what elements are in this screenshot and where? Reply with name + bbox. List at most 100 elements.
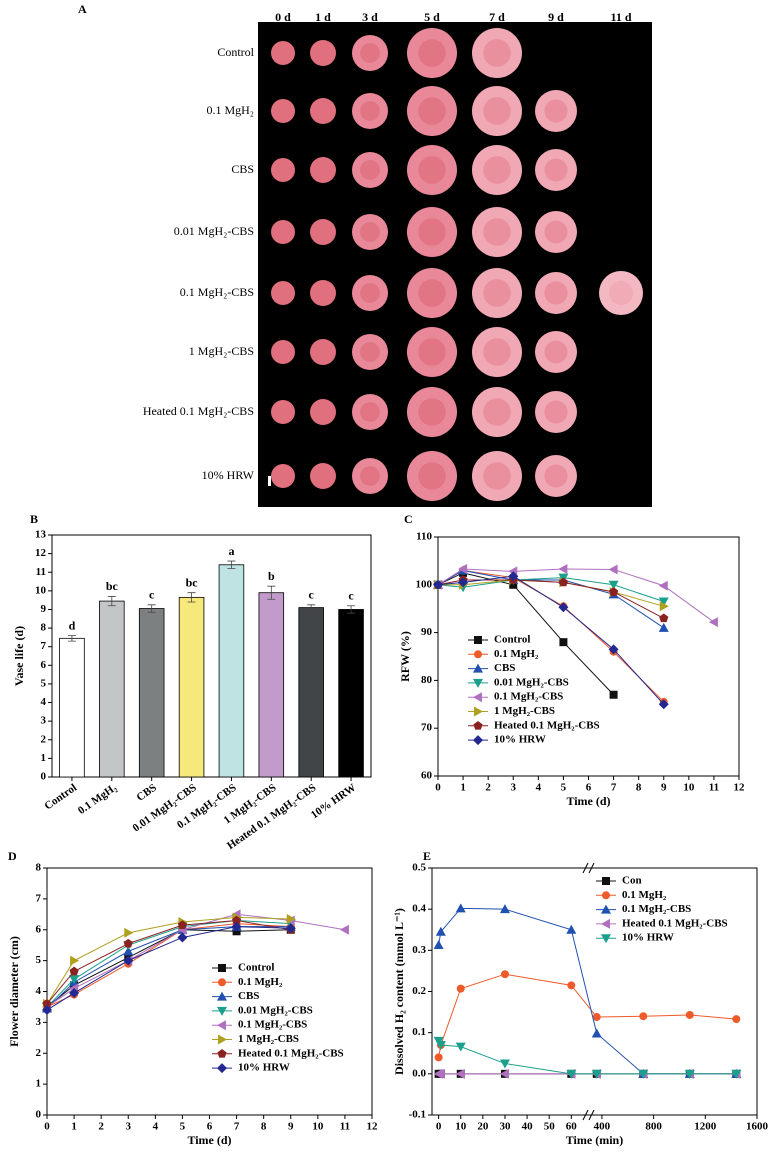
marker: [231, 921, 242, 932]
flower-photo: [360, 160, 380, 180]
legend-marker: [474, 636, 482, 644]
marker: [659, 601, 669, 612]
legend-label: Heated 0.1 MgH₂-CBS: [238, 1047, 344, 1059]
significance-label: c: [309, 588, 315, 602]
flower-photo: [276, 46, 290, 60]
y-tick-label: 6: [36, 923, 42, 935]
flower-photo: [315, 103, 331, 119]
x-tick-label: 6: [207, 1121, 213, 1133]
flower-photo: [315, 162, 331, 178]
marker: [177, 932, 188, 943]
series-line: [46, 929, 291, 1008]
marker: [123, 938, 133, 948]
legend-marker: [474, 706, 483, 717]
treatment-label: 1 MgH₂-CBS: [189, 344, 254, 358]
marker: [566, 1069, 577, 1079]
x-tick-label: 50: [544, 1121, 556, 1133]
x-axis-title: Time (d): [566, 794, 610, 808]
axis-break: [582, 1109, 595, 1121]
flower-photo: [544, 220, 568, 244]
flower-photo: [276, 286, 290, 300]
flower-photo: [418, 156, 446, 184]
bar: [99, 600, 125, 778]
y-tick-label: 4: [41, 696, 47, 708]
marker: [69, 966, 79, 976]
x-tick-label: CBS: [134, 782, 158, 804]
panel-label: A: [78, 2, 87, 16]
x-tick-label: 40: [522, 1121, 534, 1133]
x-tick-label: 8: [636, 782, 642, 794]
plot-frame: [51, 534, 372, 778]
marker: [455, 903, 466, 913]
flower-photo: [360, 43, 380, 63]
marker: [558, 577, 568, 587]
x-tick-label: 11: [709, 782, 719, 794]
significance-label: c: [149, 588, 155, 602]
series-line: [46, 923, 291, 1008]
flower-photo: [544, 158, 568, 182]
x-tick-label: 0: [44, 1121, 50, 1133]
x-tick-label: 0: [435, 782, 441, 794]
marker: [708, 617, 718, 628]
legend-marker: [601, 904, 611, 914]
flower-photo: [483, 97, 511, 125]
treatment-label: 0.1 MgH₂: [206, 103, 254, 117]
flower-photo: [315, 468, 331, 484]
marker: [285, 923, 296, 934]
day-label: 5 d: [424, 10, 440, 24]
x-tick-label: 10: [312, 1121, 324, 1133]
day-label: 7 d: [489, 10, 505, 24]
marker: [658, 622, 669, 632]
marker: [558, 602, 569, 613]
legend-label: 1 MgH₂-CBS: [238, 1033, 299, 1045]
treatment-label: Control: [217, 45, 254, 59]
y-tick-label: 13: [35, 529, 47, 541]
y-tick-label: 9: [41, 603, 47, 615]
marker: [123, 946, 134, 956]
x-tick-label: 4: [536, 782, 542, 794]
day-label: 3 d: [362, 10, 378, 24]
day-label: 9 d: [548, 10, 564, 24]
marker: [286, 913, 296, 924]
x-tick-label: 60: [566, 1121, 578, 1133]
legend-label: Heated 0.1 MgH₂-CBS: [494, 719, 600, 731]
x-tick-label: 1: [460, 782, 466, 794]
flower-photo: [483, 279, 511, 307]
flower-photo: [360, 402, 380, 422]
series-line: [46, 916, 291, 1005]
flower-photo: [483, 39, 511, 67]
significance-label: a: [228, 544, 234, 558]
series-line: [438, 1040, 737, 1075]
legend-marker: [218, 964, 226, 972]
legend-label: Heated 0.1 MgH₂-CBS: [622, 917, 728, 929]
bar: [138, 608, 165, 778]
flower-photo: [418, 338, 446, 366]
legend-marker: [602, 877, 610, 885]
marker: [567, 981, 576, 990]
x-tick-label: 7: [234, 1121, 240, 1133]
marker: [638, 1069, 649, 1079]
treatment-label: 0.1 MgH₂-CBS: [180, 285, 254, 299]
y-tick-label: 0.4: [412, 903, 426, 915]
marker: [684, 1069, 695, 1079]
marker: [608, 564, 618, 575]
x-tick-label: 6: [586, 782, 592, 794]
x-tick-label: 10: [683, 782, 695, 794]
legend-marker: [218, 1034, 227, 1045]
flower-photo: [544, 400, 568, 424]
legend-label: 10% HRW: [622, 932, 674, 944]
marker: [592, 1013, 601, 1022]
flower-photo: [360, 342, 380, 362]
error-bar: [107, 596, 116, 607]
bar: [178, 596, 205, 778]
y-tick-label: 12: [35, 547, 47, 559]
flower-photo: [544, 464, 568, 488]
bar: [258, 592, 285, 778]
treatment-label: Heated 0.1 MgH₂-CBS: [143, 404, 254, 418]
legend-marker: [474, 650, 482, 659]
legend-label: 0.1 MgH₂: [622, 889, 667, 901]
y-tick-label: 8: [41, 622, 47, 634]
x-tick-label: 9: [661, 782, 667, 794]
flower-photo: [360, 101, 380, 121]
y-tick-label: 0.3: [412, 944, 426, 956]
